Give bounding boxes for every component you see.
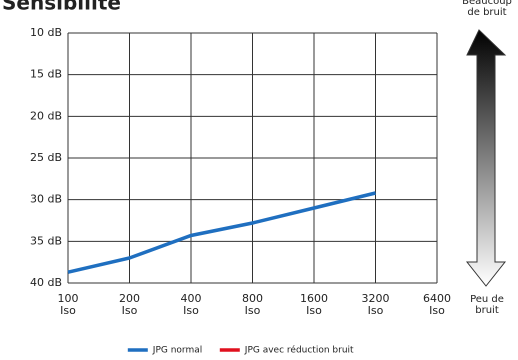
legend-label: JPG normal xyxy=(152,346,202,356)
x-tick-label: 6400 Iso xyxy=(423,292,451,317)
y-tick-label: 15 dB xyxy=(30,68,62,81)
x-tick-label: 1600 Iso xyxy=(300,292,328,317)
noise-arrow xyxy=(465,29,507,287)
x-tick-label: 100 Iso xyxy=(57,292,79,317)
x-tick-label: 800 Iso xyxy=(242,292,263,317)
y-tick-label: 35 dB xyxy=(30,234,62,247)
x-tick-label: 3200 Iso xyxy=(361,292,390,317)
x-tick-label: 400 Iso xyxy=(180,292,202,317)
y-tick-label: 25 dB xyxy=(30,151,62,164)
y-tick-label: 10 dB xyxy=(30,26,62,39)
chart-title: Sensibilité xyxy=(2,0,121,15)
series-line xyxy=(67,191,376,274)
y-tick-label: 40 dB xyxy=(30,276,62,289)
y-tick-label: 30 dB xyxy=(30,193,62,206)
x-tick-label: 200 Iso xyxy=(119,292,140,317)
y-tick-label: 20 dB xyxy=(30,109,62,122)
annotation: Beaucoup de bruit xyxy=(462,0,512,18)
legend-label: JPG avec réduction bruit xyxy=(244,345,354,356)
annotation: Peu de bruit xyxy=(470,294,504,316)
